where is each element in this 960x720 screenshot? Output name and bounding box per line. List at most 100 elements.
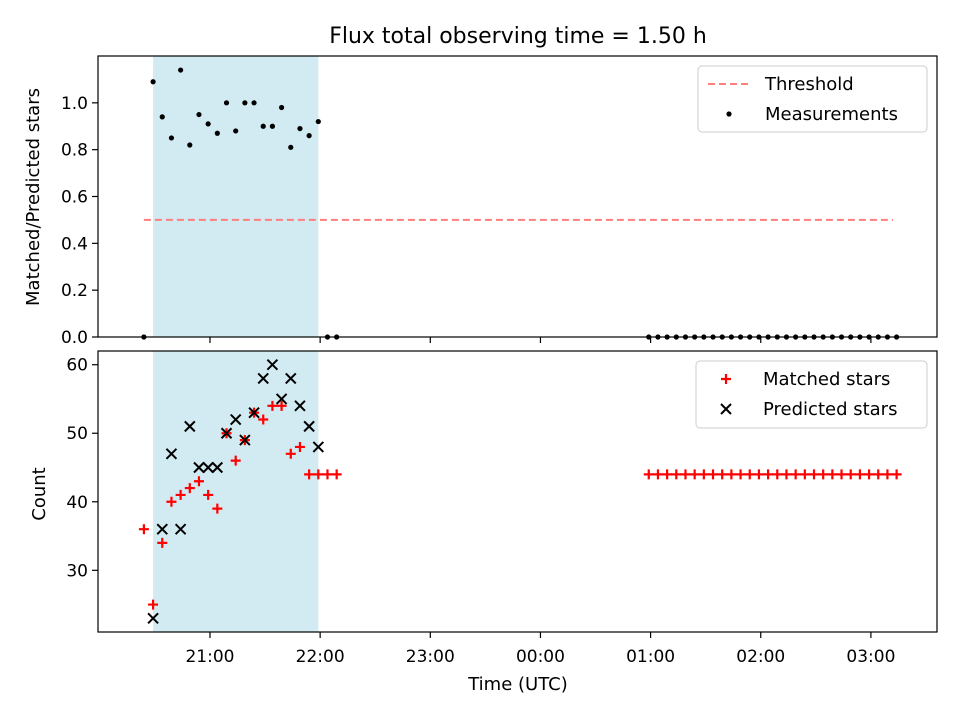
matched-star-point	[763, 469, 774, 480]
measurement-point	[205, 121, 211, 127]
y-tick-label: 1.0	[61, 94, 88, 114]
predicted-star-point	[248, 406, 260, 419]
measurement-point	[214, 130, 220, 136]
matched-star-point	[845, 469, 856, 480]
matched-star-point	[726, 469, 737, 480]
predicted-stars-points	[147, 358, 325, 625]
matched-star-point	[790, 469, 801, 480]
bottom-shade-band	[153, 351, 319, 632]
predicted-star-point	[211, 461, 224, 474]
matched-star-point	[827, 469, 838, 480]
matched-star-point	[799, 469, 810, 480]
predicted-star-point	[312, 441, 325, 453]
matched-star-point	[818, 469, 829, 480]
matched-star-point	[717, 469, 728, 480]
matched-star-point	[662, 469, 673, 480]
x-tick-label: 02:00	[736, 647, 785, 667]
top-panel: 0.0 0.2 0.4 0.6 0.8 1.0 Matched/Predicted sta…	[23, 55, 938, 348]
bottom-legend: Matched stars Predicted stars	[695, 360, 928, 429]
legend-predicted-label: Predicted stars	[763, 399, 897, 420]
predicted-star-point	[285, 372, 297, 385]
predicted-star-point	[156, 523, 168, 535]
predicted-star-point	[303, 420, 315, 433]
matched-star-point	[753, 469, 764, 480]
predicted-star-point	[220, 427, 233, 439]
matched-star-point	[735, 469, 746, 480]
legend-matched-swatch	[721, 374, 731, 384]
matched-star-point	[267, 400, 278, 411]
matched-star-point	[781, 469, 792, 480]
predicted-star-point	[174, 523, 187, 535]
y-tick-label: 0.0	[61, 328, 88, 348]
matched-star-point	[258, 414, 269, 425]
matched-star-point	[873, 469, 884, 480]
matched-star-point	[744, 469, 755, 480]
matched-star-point	[854, 469, 865, 480]
matched-star-point	[772, 469, 783, 480]
measurement-point	[233, 128, 239, 134]
measurement-point	[178, 67, 184, 73]
matched-star-point	[671, 469, 682, 480]
matched-star-point	[652, 469, 663, 480]
measurement-point	[315, 118, 321, 125]
top-shade-band	[153, 56, 319, 337]
bottom-y-axis-label: Count	[29, 467, 50, 520]
measurement-point	[269, 123, 276, 129]
matched-star-point	[808, 469, 819, 480]
matched-star-point	[148, 599, 159, 610]
matched-star-point	[230, 455, 241, 466]
chart-title: Flux total observing time = 1.50 h	[329, 24, 707, 49]
y-tick-label: 40	[66, 493, 88, 513]
y-tick-label: 0.2	[61, 281, 88, 301]
matched-star-point	[882, 469, 893, 480]
matched-star-point	[184, 483, 195, 494]
y-tick-label: 30	[66, 561, 88, 581]
top-legend: Threshold Measurements	[697, 65, 928, 133]
measurement-point	[196, 111, 202, 118]
measurement-point	[260, 123, 266, 129]
x-tick-label: 01:00	[626, 647, 675, 667]
y-tick-label: 0.4	[61, 234, 88, 254]
matched-star-point	[285, 448, 296, 459]
bottom-y-ticks: 30 40 50 60	[66, 356, 98, 581]
matched-star-point	[836, 469, 847, 480]
top-y-ticks: 0.0 0.2 0.4 0.6 0.8 1.0	[61, 94, 98, 348]
matched-star-point	[643, 469, 654, 480]
matched-star-point	[212, 503, 223, 514]
x-tick-label: 03:00	[846, 647, 895, 667]
matched-star-point	[203, 489, 214, 500]
x-tick-label: 00:00	[516, 647, 565, 667]
bottom-axes-frame	[97, 350, 938, 633]
matched-star-point	[891, 469, 902, 480]
y-tick-label: 60	[66, 356, 88, 376]
measurement-point	[168, 135, 175, 141]
legend-measurements-label: Measurements	[765, 104, 898, 125]
matched-star-point	[193, 476, 204, 487]
measurement-point	[223, 100, 230, 106]
predicted-star-point	[229, 413, 242, 426]
bottom-panel: 30 40 50 60 21:00 22:00 23:00 00:00 01:00 02:00 0…	[29, 350, 938, 695]
measurement-point	[306, 133, 312, 139]
predicted-star-point	[202, 461, 214, 474]
matched-star-point	[708, 469, 719, 480]
measurement-point	[278, 104, 285, 111]
measurement-point	[288, 144, 294, 150]
matched-star-point	[689, 469, 700, 480]
legend-matched-marker	[721, 374, 731, 384]
matched-star-point	[864, 469, 875, 480]
predicted-star-point	[257, 372, 269, 385]
matched-star-point	[304, 469, 315, 480]
top-y-axis-label: Matched/Predicted stars	[23, 88, 44, 306]
predicted-star-point	[266, 358, 279, 371]
x-tick-label: 21:00	[185, 647, 234, 667]
matched-star-point	[138, 524, 149, 535]
matched-star-point	[331, 469, 342, 480]
legend-measurement-swatch	[726, 111, 732, 117]
measurement-point	[251, 100, 257, 106]
legend-matched-label: Matched stars	[763, 369, 890, 390]
predicted-star-point	[275, 393, 288, 405]
matched-star-point	[322, 469, 333, 480]
top-x-ticks	[209, 337, 872, 343]
legend-predicted-marker	[720, 403, 732, 415]
